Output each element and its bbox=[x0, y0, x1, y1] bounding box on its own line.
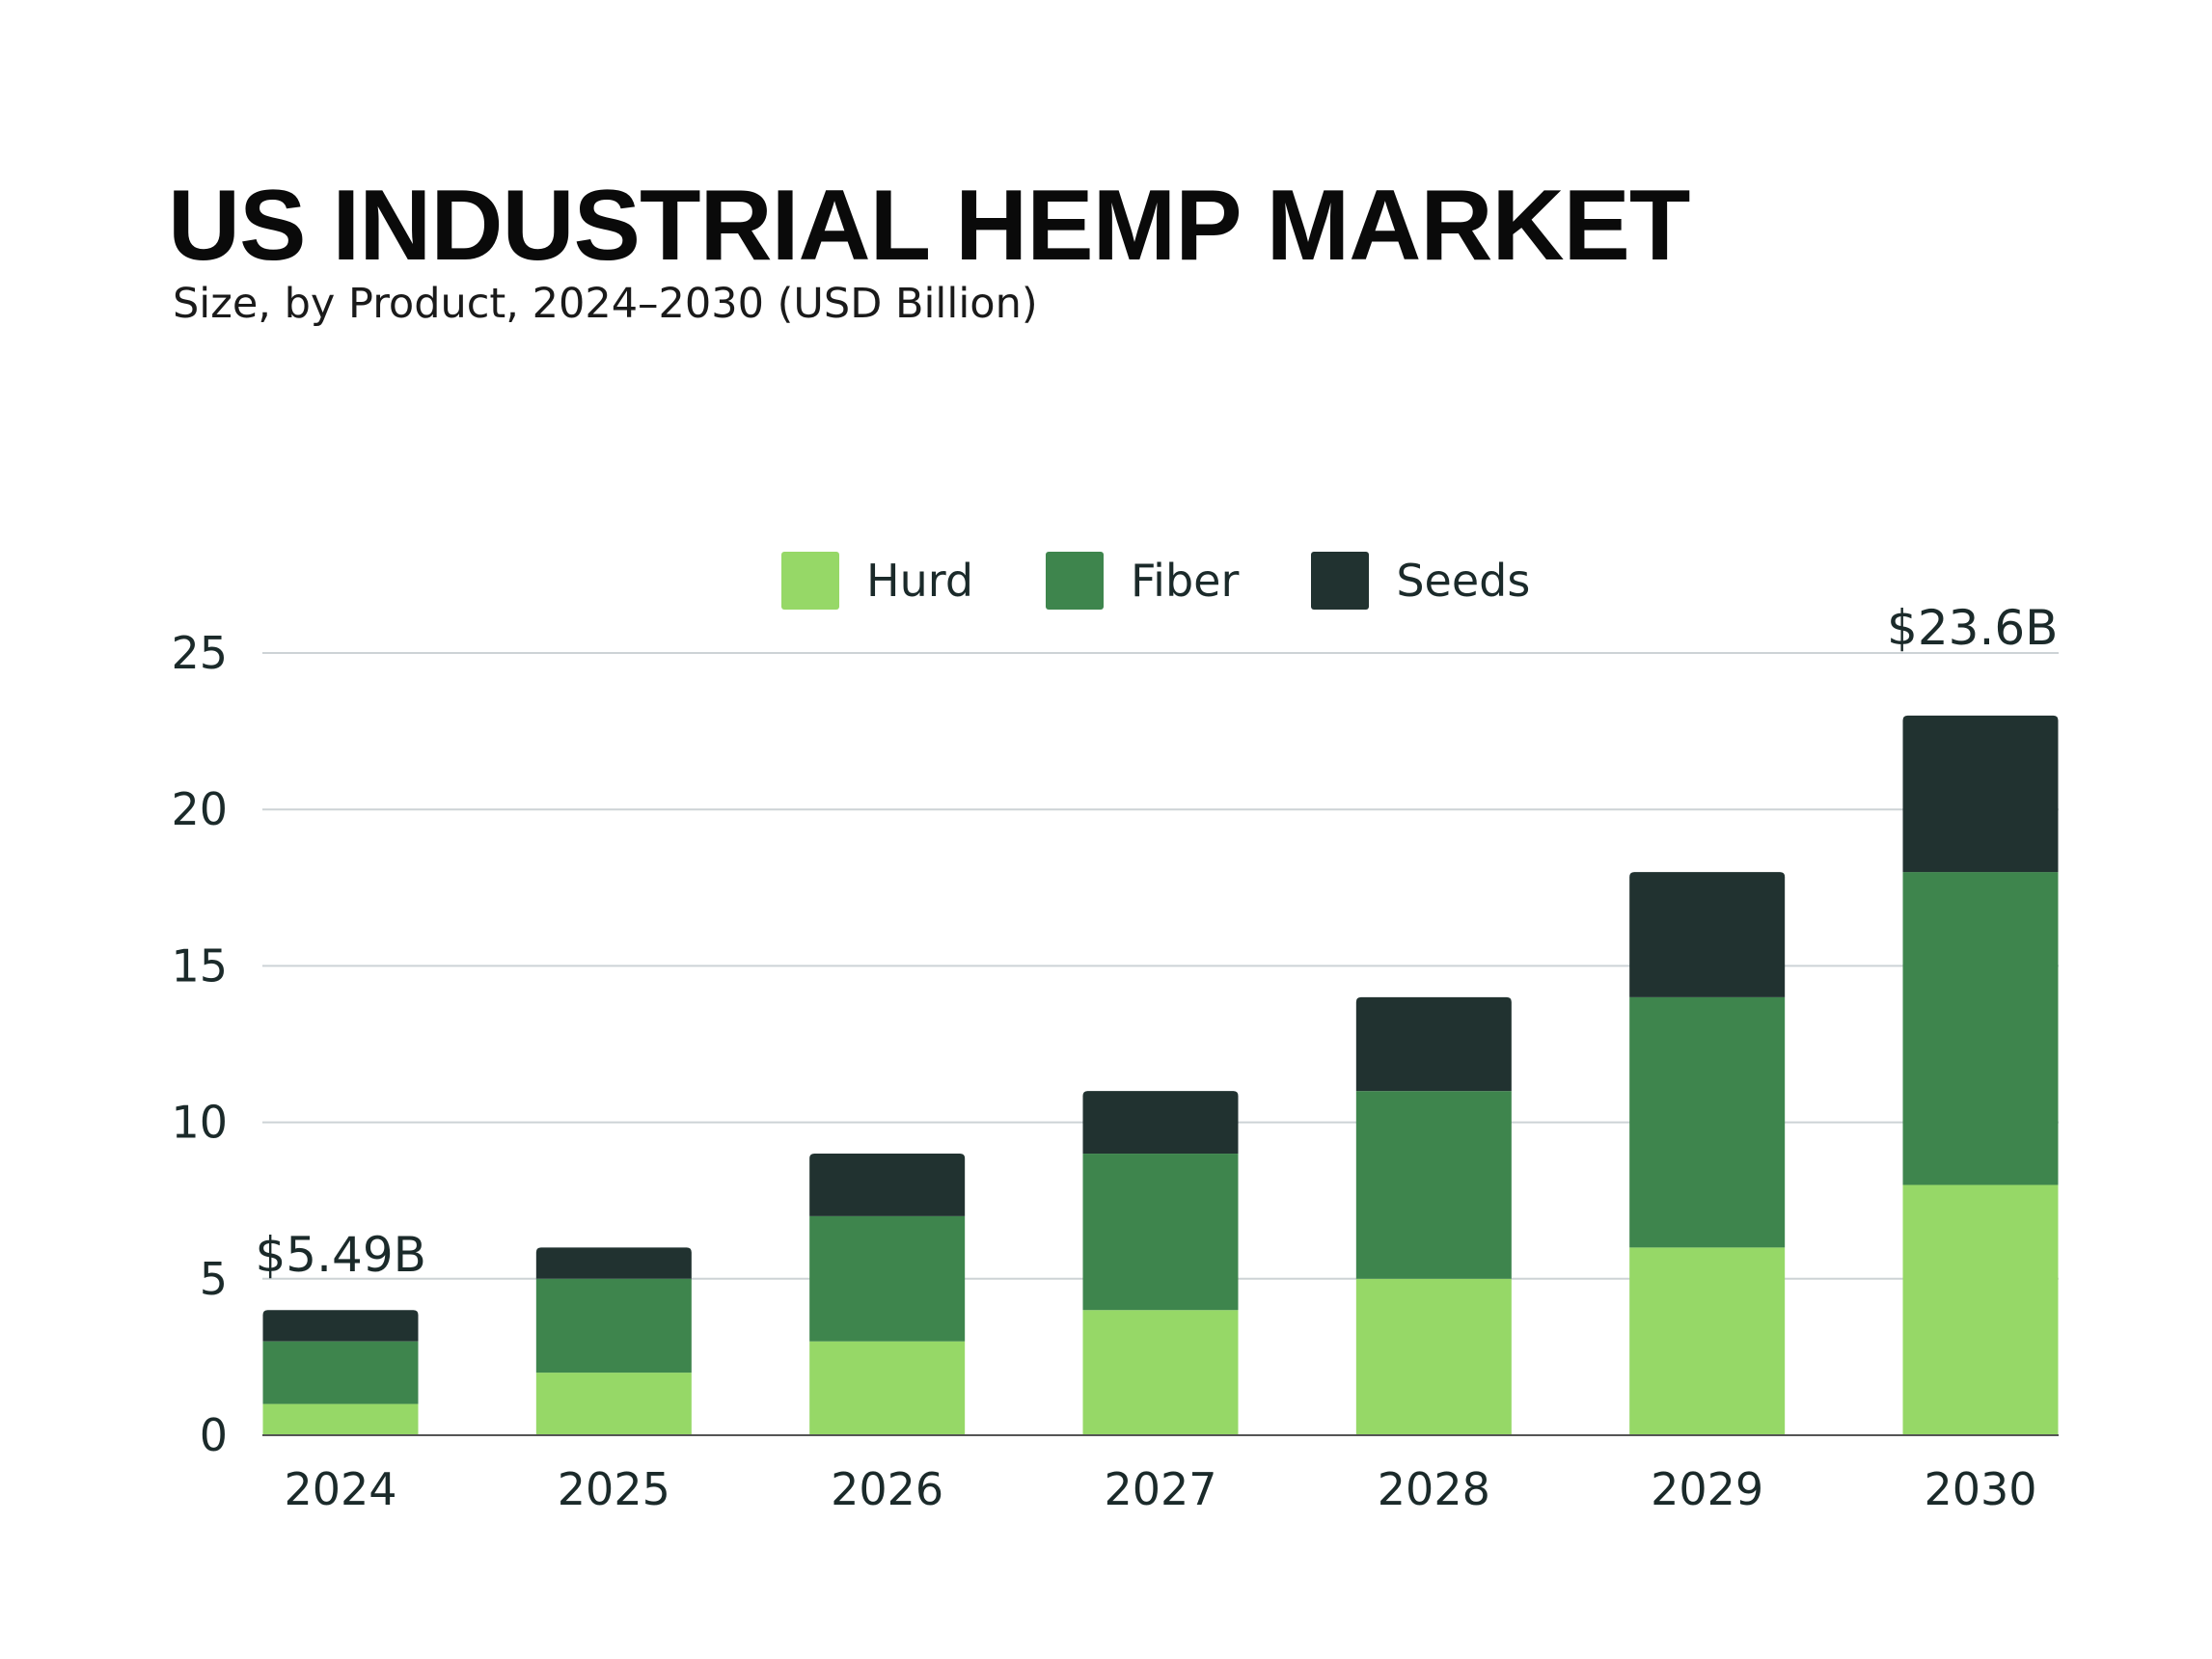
legend-swatch-seeds bbox=[1311, 552, 1370, 610]
bar-seeds-2025 bbox=[535, 1247, 692, 1279]
legend-label-seeds: Seeds bbox=[1396, 555, 1531, 607]
chart-subtitle: Size, by Product, 2024–2030 (USD Billion… bbox=[173, 280, 1038, 328]
x-tick-label: 2027 bbox=[1104, 1463, 1216, 1515]
bar-fiber-2028 bbox=[1355, 1091, 1512, 1279]
y-tick-label: 10 bbox=[171, 1097, 228, 1149]
bar-fiber-2025 bbox=[535, 1278, 692, 1373]
y-tick-label: 15 bbox=[171, 939, 228, 992]
bar-fiber-2030 bbox=[1902, 872, 2059, 1185]
x-tick-label: 2030 bbox=[1924, 1463, 2036, 1515]
legend-label-hurd: Hurd bbox=[866, 555, 974, 607]
bar-seeds-2024 bbox=[262, 1310, 419, 1342]
x-tick-label: 2026 bbox=[831, 1463, 943, 1515]
bar-fiber-2026 bbox=[809, 1215, 966, 1342]
legend-item-fiber: Fiber bbox=[1046, 552, 1239, 610]
y-tick-label: 5 bbox=[200, 1253, 228, 1305]
bar-hurd-2028 bbox=[1355, 1278, 1512, 1435]
bar-seeds-2027 bbox=[1082, 1091, 1239, 1155]
bar-hurd-2027 bbox=[1082, 1310, 1239, 1435]
bar-fiber-2029 bbox=[1629, 996, 1786, 1248]
bar-fiber-2024 bbox=[262, 1341, 419, 1404]
total-value-label: $23.6B bbox=[1887, 600, 2058, 656]
legend-item-hurd: Hurd bbox=[781, 552, 973, 610]
legend-label-fiber: Fiber bbox=[1131, 555, 1240, 607]
x-tick-label: 2025 bbox=[558, 1463, 670, 1515]
bar-seeds-2030 bbox=[1902, 715, 2059, 873]
bar-seeds-2028 bbox=[1355, 996, 1512, 1092]
y-tick-label: 20 bbox=[171, 783, 228, 835]
legend-swatch-fiber bbox=[1046, 552, 1105, 610]
bar-seeds-2026 bbox=[809, 1154, 966, 1216]
bar-hurd-2026 bbox=[809, 1341, 966, 1435]
y-tick-label: 0 bbox=[200, 1409, 228, 1461]
x-tick-label: 2024 bbox=[284, 1463, 396, 1515]
bar-seeds-2029 bbox=[1629, 872, 1786, 997]
y-tick-label: 25 bbox=[171, 627, 228, 679]
legend-swatch-hurd bbox=[781, 552, 839, 610]
bar-hurd-2029 bbox=[1629, 1247, 1786, 1435]
total-value-label: $5.49B bbox=[256, 1227, 426, 1283]
x-tick-label: 2028 bbox=[1378, 1463, 1490, 1515]
chart-title: US INDUSTRIAL HEMP MARKET bbox=[168, 170, 1690, 282]
legend-item-seeds: Seeds bbox=[1311, 552, 1530, 610]
bar-hurd-2024 bbox=[262, 1403, 419, 1435]
bar-fiber-2027 bbox=[1082, 1154, 1239, 1311]
legend: Hurd Fiber Seeds bbox=[781, 552, 1602, 610]
bar-hurd-2025 bbox=[535, 1373, 692, 1435]
x-tick-label: 2029 bbox=[1651, 1463, 1763, 1515]
bar-hurd-2030 bbox=[1902, 1184, 2059, 1435]
